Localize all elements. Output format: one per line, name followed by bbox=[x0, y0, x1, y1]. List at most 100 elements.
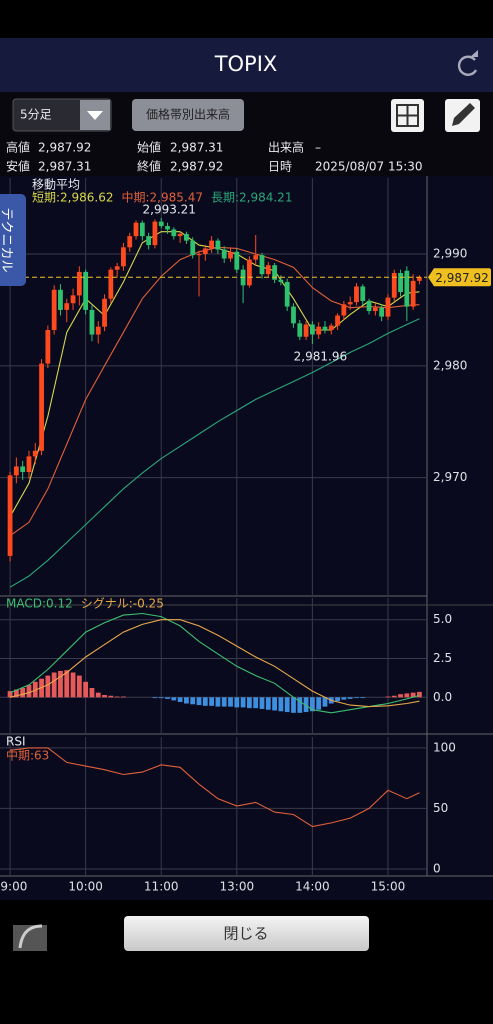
candle-body bbox=[391, 273, 397, 298]
candle-body bbox=[328, 325, 334, 331]
histogram-bar bbox=[83, 681, 89, 698]
histogram-bar bbox=[234, 697, 240, 708]
histogram-bar bbox=[240, 697, 246, 708]
x-tick-label: 14:00 bbox=[295, 880, 330, 894]
candle-body bbox=[228, 251, 233, 259]
histogram-bar bbox=[398, 694, 403, 698]
candle-body bbox=[146, 236, 152, 246]
candle-body bbox=[165, 226, 170, 230]
volume-button[interactable]: 価格帯別出来高 bbox=[132, 99, 244, 131]
histogram-bar bbox=[410, 692, 416, 698]
histogram-bar bbox=[347, 697, 353, 699]
histogram-bar bbox=[253, 697, 259, 709]
histogram-bar bbox=[184, 697, 189, 704]
candle-body bbox=[133, 222, 139, 237]
histogram-bar bbox=[391, 695, 397, 698]
candle-body bbox=[102, 298, 107, 327]
info-value: 2,987.92 bbox=[38, 141, 91, 155]
macd-line bbox=[9, 612, 420, 714]
candle-body bbox=[95, 326, 101, 335]
candle-body bbox=[366, 300, 372, 312]
histogram-bar bbox=[58, 670, 63, 698]
candle-body bbox=[58, 289, 63, 310]
candle-body bbox=[221, 249, 227, 259]
candle-body bbox=[379, 307, 385, 317]
candle-body bbox=[410, 280, 416, 307]
histogram-bar bbox=[247, 697, 252, 709]
candle-body bbox=[253, 255, 259, 260]
header-title: TOPIX bbox=[214, 52, 278, 76]
interval-dropdown[interactable]: 5分足 bbox=[12, 98, 112, 132]
info-value: 2,987.31 bbox=[170, 141, 223, 155]
candle-body bbox=[70, 295, 76, 304]
histogram-bar bbox=[215, 697, 221, 707]
histogram-bar bbox=[26, 684, 32, 698]
share-icon[interactable] bbox=[13, 924, 47, 951]
candle-body bbox=[196, 254, 202, 256]
close-button[interactable]: 閉じる bbox=[124, 916, 369, 951]
volume-button-label: 価格帯別出来高 bbox=[146, 107, 230, 122]
histogram-bar bbox=[70, 672, 76, 698]
legend-entry: 短期:2,986.62 bbox=[32, 191, 113, 205]
histogram-bar bbox=[158, 697, 164, 699]
legend-entry: MACD:0.12 bbox=[6, 597, 73, 611]
candle-body bbox=[265, 265, 271, 275]
histogram-bar bbox=[221, 697, 227, 707]
draw-icon[interactable] bbox=[445, 99, 480, 132]
histogram-bar bbox=[196, 697, 202, 706]
info-label: 日時 bbox=[268, 160, 292, 174]
rsi-line bbox=[10, 747, 420, 828]
histogram-bar bbox=[385, 696, 391, 698]
info-value: 2,987.31 bbox=[38, 160, 91, 174]
refresh-icon[interactable] bbox=[457, 50, 478, 76]
candle-body bbox=[64, 303, 70, 310]
legend-entry: 長期:2,984.21 bbox=[211, 191, 292, 205]
annotation: 2,981.96 bbox=[294, 349, 347, 363]
candle-body bbox=[291, 306, 296, 324]
x-tick-label: 15:00 bbox=[371, 880, 406, 894]
x-tick-label: 11:00 bbox=[144, 880, 179, 894]
histogram-bar bbox=[202, 697, 208, 706]
histogram-bar bbox=[121, 696, 126, 698]
candle-body bbox=[404, 270, 410, 307]
histogram-bar bbox=[228, 697, 233, 707]
histogram-bar bbox=[7, 691, 13, 698]
histogram-bar bbox=[259, 697, 265, 709]
candle-body bbox=[385, 297, 391, 317]
candle-body bbox=[184, 233, 189, 241]
y-tick-label: 2,970 bbox=[433, 470, 467, 484]
histogram-bar bbox=[114, 696, 120, 698]
histogram-bar bbox=[20, 688, 26, 698]
histogram-bar bbox=[272, 697, 277, 711]
histogram-bar bbox=[303, 697, 309, 713]
layout-icon[interactable] bbox=[391, 99, 424, 132]
x-tick-label: 13:00 bbox=[220, 880, 255, 894]
candle-body bbox=[354, 286, 359, 303]
candle-body bbox=[360, 286, 366, 301]
candle-body bbox=[32, 450, 38, 457]
candle-body bbox=[234, 251, 240, 270]
side-tab[interactable]: テクニカル bbox=[0, 194, 26, 286]
histogram-bar bbox=[309, 697, 315, 712]
histogram-bar bbox=[297, 697, 303, 713]
histogram-bar bbox=[360, 697, 366, 699]
candle-body bbox=[20, 466, 26, 473]
info-panel: 高値 2,987.92 始値 2,987.31 出来高 – 安値 2,987.31 終値 2,98… bbox=[6, 140, 423, 174]
info-value: 2,987.92 bbox=[170, 160, 223, 174]
histogram-bar bbox=[177, 697, 183, 702]
y-tick-label: 2.5 bbox=[433, 651, 452, 665]
histogram-bar bbox=[51, 672, 57, 698]
info-value: – bbox=[315, 141, 321, 155]
candle-body bbox=[121, 247, 126, 267]
candle-body bbox=[45, 330, 51, 364]
legend-entry: シグナル:-0.25 bbox=[81, 597, 164, 611]
candle-body bbox=[316, 326, 322, 335]
candle-body bbox=[303, 324, 309, 337]
legend-entry: 中期:63 bbox=[6, 748, 49, 763]
close-button-label: 閉じる bbox=[223, 925, 268, 943]
x-tick-label: 09:00 bbox=[0, 880, 27, 894]
side-tab-label: テクニカル bbox=[0, 207, 14, 272]
histogram-bar bbox=[322, 697, 328, 707]
